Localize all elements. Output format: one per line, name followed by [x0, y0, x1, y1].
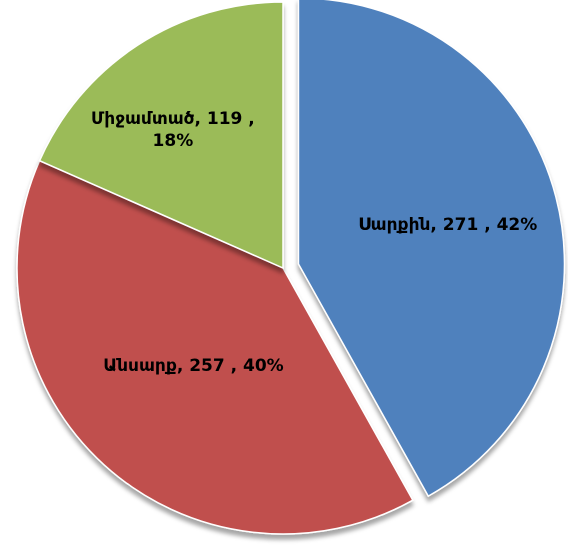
pie-slice	[297, 0, 566, 498]
data-label: Սարքին, 271 , 42%	[358, 215, 538, 235]
pie-slice	[16, 159, 414, 535]
data-label: Միջամտած, 119 , 18%	[91, 108, 255, 151]
data-label: Անսարք, 257 , 40%	[103, 356, 284, 377]
pie-slice	[38, 1, 284, 270]
